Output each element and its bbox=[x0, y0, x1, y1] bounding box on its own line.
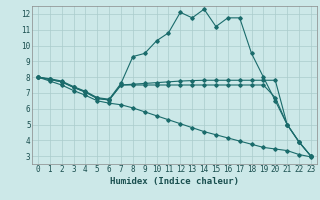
X-axis label: Humidex (Indice chaleur): Humidex (Indice chaleur) bbox=[110, 177, 239, 186]
